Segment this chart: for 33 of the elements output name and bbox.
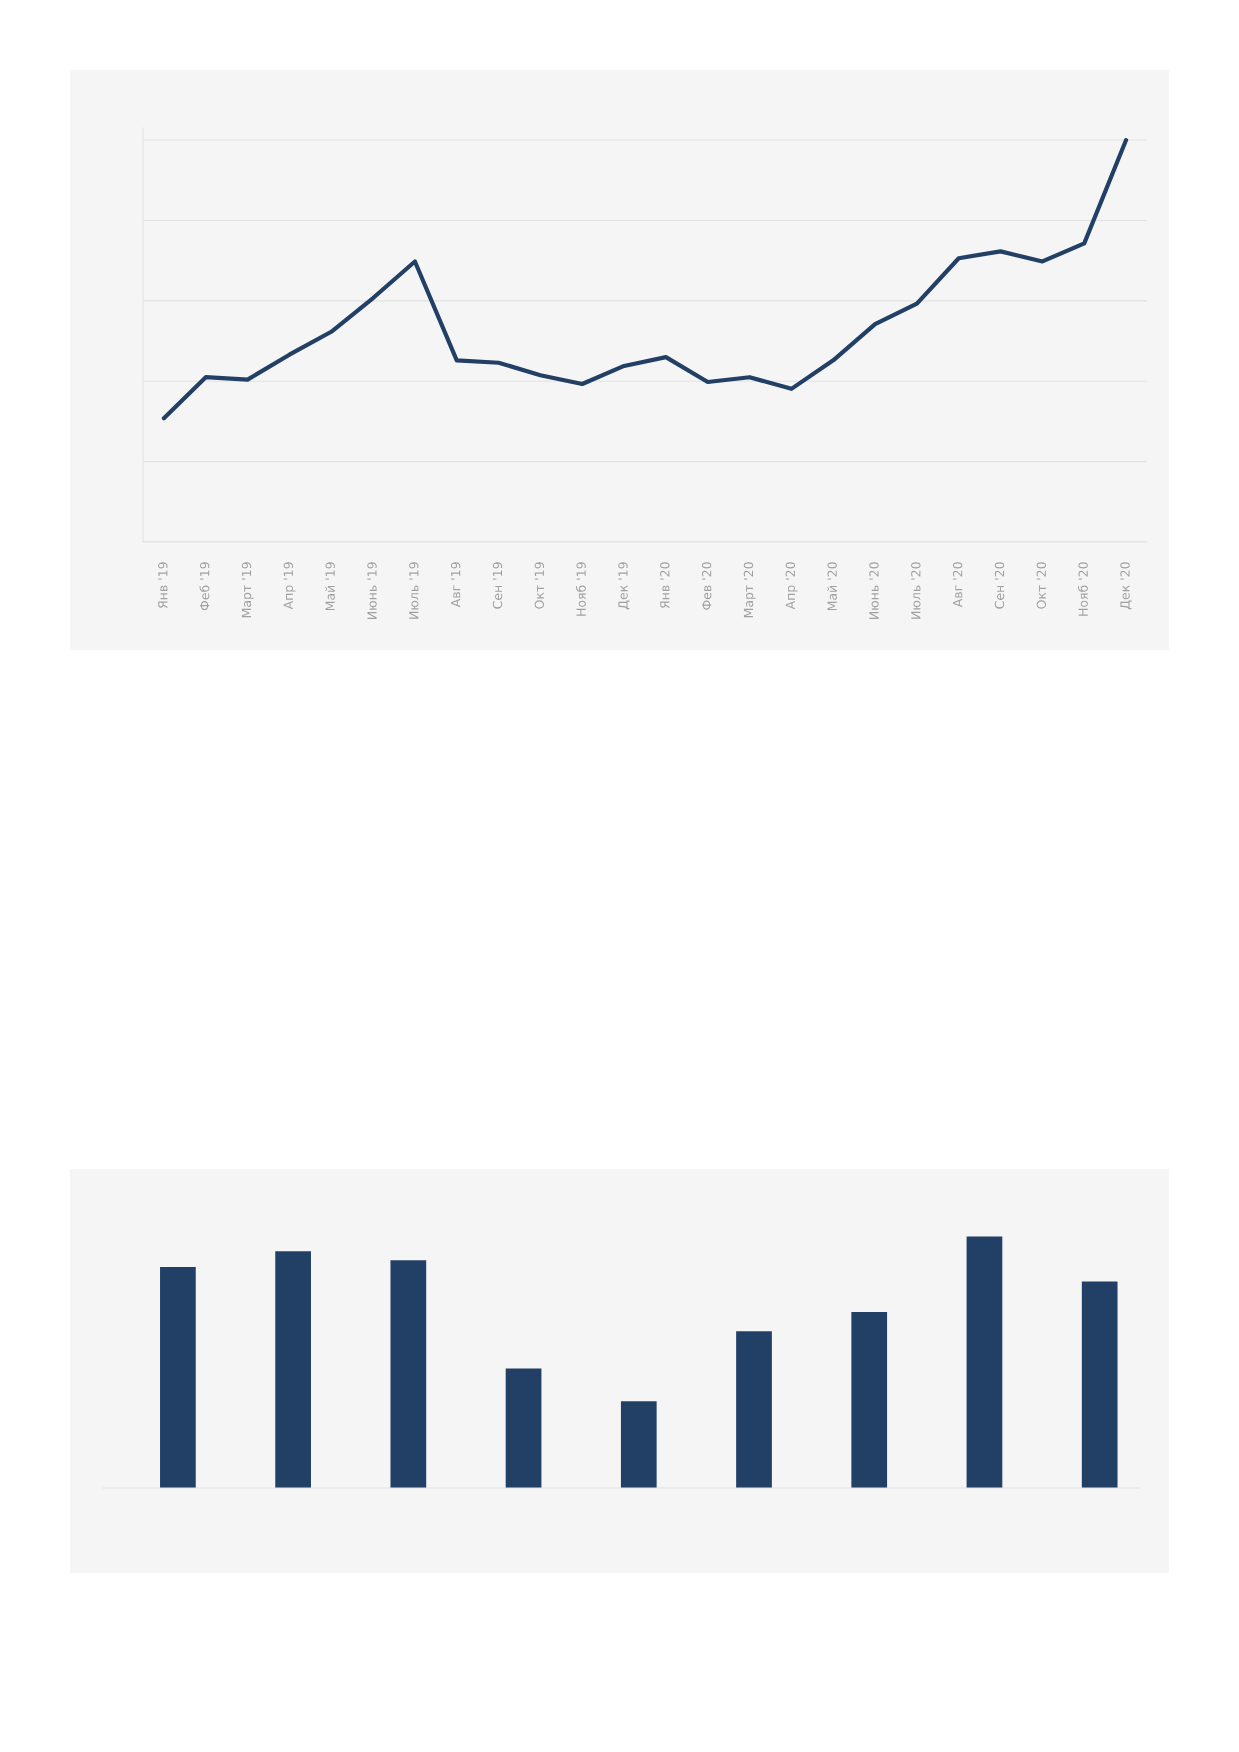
x-tick-label: Феб '19 <box>199 562 210 611</box>
x-tick-label: Дек '20 <box>1120 562 1132 610</box>
x-tick-label: Янв '19 <box>158 562 168 609</box>
x-tick-label: Июнь '20 <box>869 562 879 619</box>
x-tick-label: Сен '19 <box>492 562 503 609</box>
x-tick-label: Авг '20 <box>952 562 963 608</box>
x-tick-label: Май '19 <box>325 562 335 611</box>
x-tick-label: Дек '19 <box>618 562 630 610</box>
x-tick-label: Сен '20 <box>994 562 1005 609</box>
x-tick-label: Июнь '19 <box>367 562 377 619</box>
x-tick-label: Нояб '20 <box>1077 562 1088 616</box>
x-tick-label: Июль '19 <box>409 562 419 619</box>
x-tick-label: Авг '19 <box>450 562 461 608</box>
bar <box>505 1368 542 1488</box>
bar <box>160 1266 196 1488</box>
x-tick-label: Март '19 <box>241 562 254 618</box>
bar <box>966 1236 1003 1488</box>
x-tick-label: Нояб '19 <box>575 562 586 616</box>
bar <box>620 1401 657 1488</box>
x-tick-label: Апр '19 <box>283 562 296 610</box>
bar <box>275 1251 311 1488</box>
x-tick-label: Фев '20 <box>701 562 712 610</box>
x-tick-label: Окт '19 <box>534 562 545 609</box>
x-tick-label: Июль '20 <box>911 562 921 619</box>
x-tick-label: Апр '20 <box>785 562 798 610</box>
bar <box>390 1260 427 1488</box>
x-tick-label: Янв '20 <box>660 562 670 609</box>
bar <box>851 1311 888 1488</box>
x-tick-label: Окт '20 <box>1036 562 1047 609</box>
bar <box>736 1331 772 1488</box>
x-tick-label: Май '20 <box>827 562 837 611</box>
x-tick-label: Март '20 <box>743 562 756 618</box>
bar <box>1081 1281 1118 1488</box>
